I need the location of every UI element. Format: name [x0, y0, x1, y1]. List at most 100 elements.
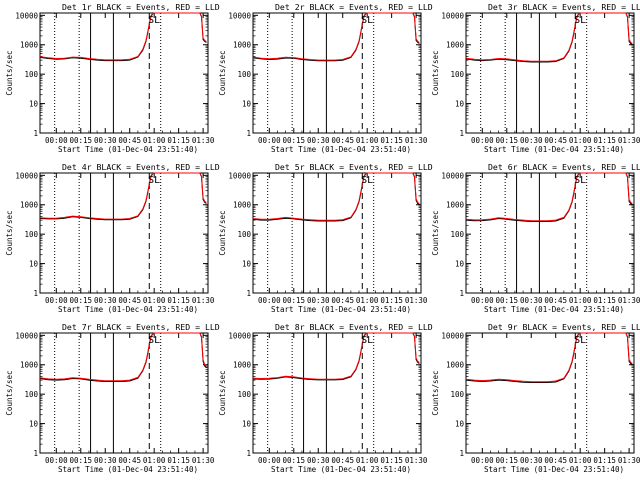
x-tick-label: 01:30	[405, 136, 428, 145]
plot-frame	[252, 12, 422, 134]
x-tick-label: 00:15	[282, 296, 305, 305]
events-curve	[39, 12, 207, 62]
lld-curve	[252, 332, 420, 380]
y-tick-label: 10	[242, 100, 252, 109]
y-axis-label: Counts/sec	[431, 210, 440, 255]
y-axis-label: Counts/sec	[5, 210, 14, 255]
sl-annotation: SL	[148, 175, 160, 186]
y-axis-label: Counts/sec	[431, 50, 440, 95]
y-tick-label: 100	[24, 390, 38, 399]
x-tick-label: 00:45	[544, 456, 567, 465]
panel-title: Det 8r BLACK = Events, RED = LLD	[275, 322, 433, 332]
y-tick-label: 1000	[20, 361, 39, 370]
y-tick-label: 1000	[446, 41, 465, 50]
x-axis-label: Start Time (01-Dec-04 23:51:40)	[58, 145, 198, 154]
lld-curve	[465, 12, 633, 62]
panel-title: Det 4r BLACK = Events, RED = LLD	[62, 162, 220, 172]
y-tick-label: 1000	[233, 201, 252, 210]
x-tick-label: 00:45	[544, 136, 567, 145]
x-tick-label: 01:00	[356, 456, 379, 465]
x-tick-label: 00:15	[495, 296, 518, 305]
x-tick-label: 00:15	[495, 456, 518, 465]
x-tick-label: 00:00	[45, 456, 68, 465]
x-tick-label: 00:15	[69, 136, 92, 145]
x-tick-label: 00:00	[45, 296, 68, 305]
events-curve	[465, 332, 633, 383]
y-tick-label: 10	[455, 260, 465, 269]
events-curve	[39, 172, 207, 221]
x-tick-label: 00:45	[118, 456, 141, 465]
x-tick-label: 00:15	[282, 456, 305, 465]
y-tick-label: 1	[459, 129, 464, 138]
y-tick-label: 1	[246, 129, 251, 138]
y-tick-label: 100	[24, 230, 38, 239]
plot-frame	[39, 332, 209, 454]
x-tick-label: 00:00	[45, 136, 68, 145]
y-axis-label: Counts/sec	[431, 370, 440, 415]
x-axis-label: Start Time (01-Dec-04 23:51:40)	[58, 465, 198, 474]
panel-det-5r: Det 5r BLACK = Events, RED = LLD 1 10 100 10…	[218, 162, 433, 314]
sl-annotation: SL	[574, 175, 586, 186]
panel-det-8r: Det 8r BLACK = Events, RED = LLD 1 10 100 10…	[218, 322, 433, 474]
sl-annotation: SL	[361, 15, 373, 26]
y-tick-label: 10000	[15, 171, 38, 180]
plot-frame	[39, 12, 209, 134]
x-tick-label: 01:00	[143, 456, 166, 465]
events-curve	[465, 12, 633, 63]
y-tick-label: 10000	[441, 171, 464, 180]
x-tick-label: 00:30	[307, 136, 330, 145]
panel-det-1r: Det 1r BLACK = Events, RED = LLD 1 10 100 10…	[5, 2, 220, 154]
x-tick-label: 01:15	[167, 136, 190, 145]
plot-frame	[465, 172, 635, 294]
y-tick-label: 100	[450, 230, 464, 239]
sl-annotation: SL	[574, 335, 586, 346]
x-tick-label: 01:15	[380, 456, 403, 465]
y-tick-label: 1000	[233, 361, 252, 370]
panel-det-6r: Det 6r BLACK = Events, RED = LLD 1 10 100 10…	[431, 162, 640, 314]
x-tick-label: 00:45	[331, 296, 354, 305]
lld-curve	[39, 332, 207, 382]
y-tick-label: 1	[246, 449, 251, 458]
x-tick-label: 00:45	[331, 456, 354, 465]
x-tick-label: 01:15	[593, 136, 616, 145]
x-tick-label: 00:00	[258, 456, 281, 465]
y-tick-label: 1	[459, 289, 464, 298]
panel-det-2r: Det 2r BLACK = Events, RED = LLD 1 10 100 10…	[218, 2, 433, 154]
plot-frame	[252, 332, 422, 454]
lld-curve	[465, 332, 633, 383]
y-tick-label: 100	[450, 70, 464, 79]
panel-title: Det 2r BLACK = Events, RED = LLD	[275, 2, 433, 12]
x-tick-label: 00:15	[282, 136, 305, 145]
y-tick-label: 10	[29, 100, 39, 109]
y-tick-label: 10	[29, 260, 39, 269]
x-axis-label: Start Time (01-Dec-04 23:51:40)	[271, 465, 411, 474]
plot-frame	[465, 12, 635, 134]
x-tick-label: 01:15	[593, 456, 616, 465]
panel-title: Det 5r BLACK = Events, RED = LLD	[275, 162, 433, 172]
y-tick-label: 1000	[446, 361, 465, 370]
x-axis-label: Start Time (01-Dec-04 23:51:40)	[271, 305, 411, 314]
y-tick-label: 1000	[446, 201, 465, 210]
events-curve	[252, 12, 420, 62]
lld-curve	[252, 172, 420, 221]
x-tick-label: 00:30	[94, 136, 117, 145]
sl-annotation: SL	[148, 15, 160, 26]
x-tick-label: 00:30	[520, 136, 543, 145]
y-axis-label: Counts/sec	[5, 370, 14, 415]
x-tick-label: 00:30	[520, 296, 543, 305]
x-tick-label: 01:30	[192, 456, 215, 465]
x-tick-label: 00:00	[258, 296, 281, 305]
y-tick-label: 10000	[228, 171, 251, 180]
x-tick-label: 01:15	[167, 456, 190, 465]
panel-det-4r: Det 4r BLACK = Events, RED = LLD 1 10 100 10…	[5, 162, 220, 314]
y-tick-label: 10000	[441, 331, 464, 340]
y-tick-label: 1	[33, 129, 38, 138]
y-tick-label: 10	[455, 100, 465, 109]
x-tick-label: 01:30	[618, 296, 640, 305]
x-tick-label: 01:00	[356, 296, 379, 305]
x-axis-label: Start Time (01-Dec-04 23:51:40)	[484, 305, 624, 314]
plot-frame	[39, 172, 209, 294]
sl-annotation: SL	[361, 335, 373, 346]
y-tick-label: 10	[242, 420, 252, 429]
